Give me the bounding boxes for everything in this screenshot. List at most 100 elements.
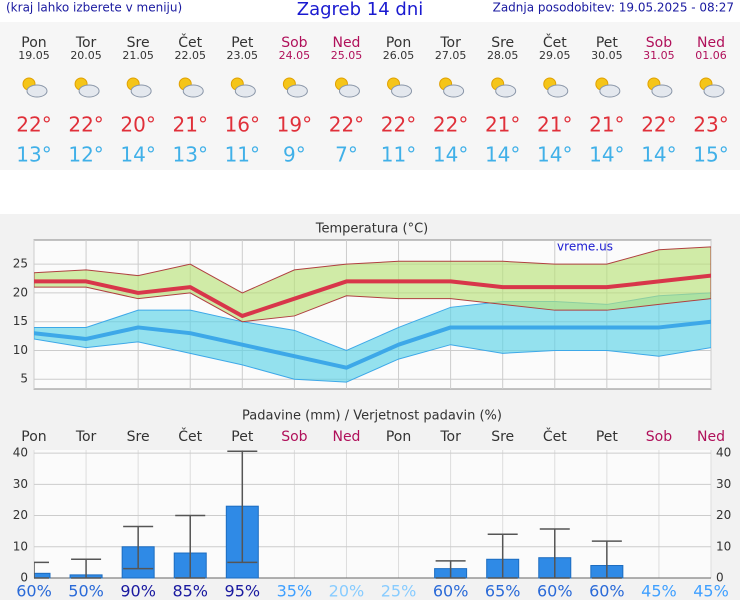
precip-probability: 45% bbox=[641, 582, 677, 600]
low-temp: 12° bbox=[68, 143, 103, 167]
x-tick-label: Čet bbox=[543, 427, 567, 445]
icon-cloud bbox=[78, 84, 100, 98]
y-tick-label: 10 bbox=[13, 539, 28, 553]
day-date: 31.05 bbox=[643, 49, 675, 62]
x-tick-label: Ned bbox=[332, 429, 360, 445]
icon-cloud bbox=[286, 84, 308, 98]
y-tick-label: 40 bbox=[13, 446, 28, 460]
low-temp: 13° bbox=[173, 143, 208, 167]
precip-probability: 35% bbox=[277, 582, 313, 600]
day-name: Sre bbox=[127, 35, 150, 51]
precip-probability: 20% bbox=[329, 582, 365, 600]
low-temp: 9° bbox=[283, 143, 306, 167]
high-temp: 22° bbox=[641, 113, 676, 137]
y-tick-label: 20 bbox=[13, 508, 28, 522]
day-date: 26.05 bbox=[383, 49, 415, 62]
watermark: vreme.us bbox=[557, 240, 613, 254]
update-time: Zadnja posodobitev: 19.05.2025 - 08:27 bbox=[493, 1, 734, 15]
error-bar bbox=[34, 561, 49, 579]
y2-tick-label: 0 bbox=[716, 571, 724, 585]
day-name: Sob bbox=[281, 35, 307, 51]
low-temp: 14° bbox=[537, 143, 572, 167]
icon-cloud bbox=[495, 84, 517, 98]
high-temp: 20° bbox=[120, 113, 155, 137]
error-bar bbox=[175, 514, 206, 579]
day-date: 25.05 bbox=[331, 49, 363, 62]
day-date: 29.05 bbox=[539, 49, 571, 62]
precip-probability: 95% bbox=[225, 582, 261, 600]
error-bar bbox=[591, 540, 622, 579]
icon-cloud bbox=[703, 84, 725, 98]
day-name: Tor bbox=[439, 35, 461, 51]
day-name: Pet bbox=[596, 35, 619, 51]
day-date: 01.06 bbox=[695, 49, 727, 62]
low-temp: 14° bbox=[120, 143, 155, 167]
high-temp: 22° bbox=[68, 113, 103, 137]
high-temp: 22° bbox=[16, 113, 51, 137]
low-temp: 11° bbox=[225, 143, 260, 167]
days-panel bbox=[0, 22, 740, 170]
temp-series bbox=[34, 246, 711, 383]
x-tick-label: Pet bbox=[596, 429, 619, 445]
day-name: Pon bbox=[21, 35, 46, 51]
low-temp: 14° bbox=[589, 143, 624, 167]
low-temp: 15° bbox=[693, 143, 728, 167]
precip-probability: 60% bbox=[433, 582, 469, 600]
day-date: 21.05 bbox=[122, 49, 154, 62]
x-tick-label: Tor bbox=[75, 429, 97, 445]
day-name: Ned bbox=[332, 35, 360, 51]
precip-title: Padavine (mm) / Verjetnost padavin (%) bbox=[242, 409, 502, 424]
y-tick-label: 0 bbox=[20, 571, 28, 585]
icon-cloud bbox=[234, 84, 256, 98]
high-temp: 19° bbox=[277, 113, 312, 137]
low-temp: 14° bbox=[641, 143, 676, 167]
weather-icon bbox=[439, 77, 465, 98]
x-tick-label: Sre bbox=[127, 429, 150, 445]
x-tick-label: Pon bbox=[386, 429, 411, 445]
day-date: 19.05 bbox=[18, 49, 50, 62]
weather-icon bbox=[74, 77, 100, 98]
icon-cloud bbox=[651, 84, 673, 98]
x-tick-label: Sre bbox=[491, 429, 514, 445]
weather-icon bbox=[595, 77, 621, 98]
region-hint[interactable]: (kraj lahko izberete v meniju) bbox=[6, 1, 182, 15]
precip-probability: 85% bbox=[172, 582, 208, 600]
range-band bbox=[34, 246, 711, 323]
low-temp: 13° bbox=[16, 143, 51, 167]
bar bbox=[34, 572, 51, 579]
x-tick-label: Pon bbox=[21, 429, 46, 445]
day-date: 23.05 bbox=[227, 49, 259, 62]
high-temp: 22° bbox=[329, 113, 364, 137]
error-bar bbox=[435, 560, 466, 579]
temp-title: Temperatura (°C) bbox=[315, 222, 428, 237]
y-tick-label: 25 bbox=[13, 257, 28, 271]
error-bar bbox=[123, 525, 154, 570]
y-tick-label: 10 bbox=[13, 343, 28, 357]
x-tick-label: Pet bbox=[231, 429, 254, 445]
low-temp: 14° bbox=[485, 143, 520, 167]
high-temp: 16° bbox=[225, 113, 260, 137]
day-date: 28.05 bbox=[487, 49, 519, 62]
weather-icon bbox=[387, 77, 413, 98]
low-temp: 14° bbox=[433, 143, 468, 167]
y-tick-label: 20 bbox=[13, 285, 28, 299]
icon-cloud bbox=[26, 84, 48, 98]
temp-line bbox=[34, 273, 711, 318]
weather-icon bbox=[230, 77, 256, 98]
y-tick-label: 30 bbox=[13, 477, 28, 491]
weather-icon bbox=[334, 77, 360, 98]
icon-cloud bbox=[599, 84, 621, 98]
precip-probability: 60% bbox=[589, 582, 625, 600]
error-bar bbox=[539, 528, 570, 579]
y2-tick-label: 40 bbox=[716, 446, 731, 460]
day-date: 27.05 bbox=[435, 49, 467, 62]
high-temp: 21° bbox=[537, 113, 572, 137]
y2-tick-label: 30 bbox=[716, 477, 731, 491]
day-name: Pon bbox=[386, 35, 411, 51]
high-temp: 23° bbox=[693, 113, 728, 137]
low-temp: 7° bbox=[335, 143, 358, 167]
day-name: Pet bbox=[231, 35, 254, 51]
error-bar bbox=[227, 450, 258, 564]
precip-probability: 45% bbox=[693, 582, 729, 600]
